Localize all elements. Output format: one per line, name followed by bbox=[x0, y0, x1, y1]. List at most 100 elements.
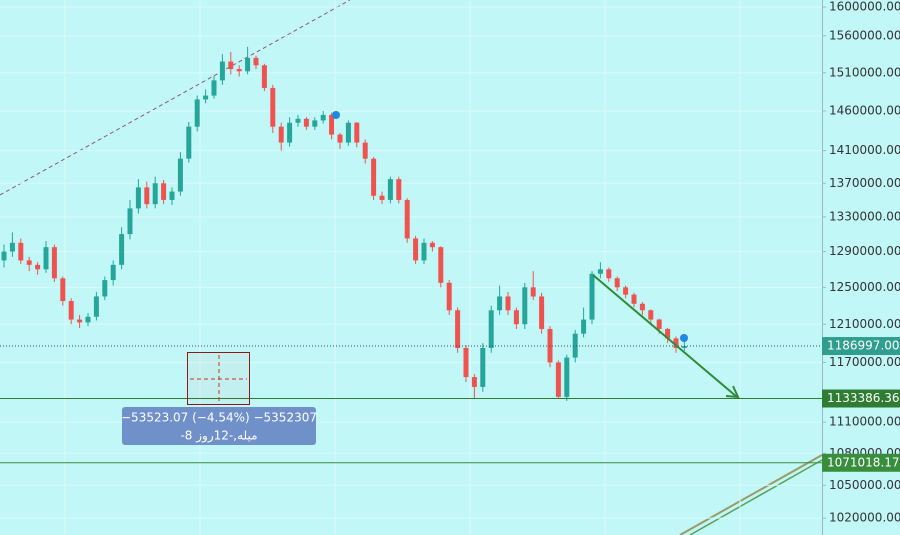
y-tick-label: 1110000.00 bbox=[829, 415, 900, 429]
candle-body bbox=[429, 242, 435, 248]
candle-body bbox=[77, 319, 83, 323]
price-level-label: 1071018.17 bbox=[827, 455, 900, 469]
candle-body bbox=[144, 187, 150, 205]
candle-body bbox=[606, 269, 612, 279]
candle-body bbox=[480, 347, 486, 387]
candle-body bbox=[18, 242, 24, 261]
price-level-tag bbox=[822, 389, 900, 408]
candle-body bbox=[278, 126, 284, 143]
measure-box bbox=[187, 352, 250, 405]
candle-body bbox=[1, 251, 7, 261]
candle-body bbox=[379, 195, 385, 200]
forecast-arrow bbox=[592, 274, 738, 398]
candle-body bbox=[539, 296, 545, 329]
candle-body bbox=[597, 269, 603, 274]
candle-body bbox=[623, 287, 629, 295]
candle-body bbox=[303, 118, 309, 127]
candle-body bbox=[169, 191, 175, 200]
y-tick-label: 1170000.00 bbox=[829, 355, 900, 369]
candle-body bbox=[513, 310, 519, 325]
candle-body bbox=[161, 183, 167, 200]
candles bbox=[0, 46, 822, 464]
y-tick-label: 1600000.00 bbox=[829, 0, 900, 14]
candle-body bbox=[253, 57, 259, 66]
trend-line bbox=[0, 0, 351, 196]
y-tick-label: 1560000.00 bbox=[829, 28, 900, 42]
candle-body bbox=[295, 118, 301, 123]
y-tick-label: 1330000.00 bbox=[829, 209, 900, 223]
y-tick-label: 1020000.00 bbox=[829, 511, 900, 525]
candle-body bbox=[354, 122, 360, 143]
measure-text: −53523.07 (−4.54%) −5352307 bbox=[121, 411, 317, 425]
candle-body bbox=[135, 187, 141, 209]
candle-body bbox=[497, 296, 503, 311]
candle-body bbox=[329, 114, 335, 135]
y-tick-label: 1290000.00 bbox=[829, 244, 900, 258]
candle-body bbox=[337, 134, 343, 143]
candle-body bbox=[102, 280, 108, 297]
candle-body bbox=[446, 282, 452, 311]
candle-body bbox=[320, 114, 326, 121]
candle-body bbox=[614, 278, 620, 288]
candle-body bbox=[51, 247, 57, 279]
candle-body bbox=[631, 294, 637, 304]
y-tick-label: 1050000.00 bbox=[829, 478, 900, 492]
y-tick-label: 1370000.00 bbox=[829, 176, 900, 190]
candle-body bbox=[572, 333, 578, 358]
candle-body bbox=[387, 179, 393, 200]
candle-body bbox=[463, 347, 469, 378]
candle-body bbox=[505, 296, 511, 311]
candle-body bbox=[488, 310, 494, 348]
candle-body bbox=[589, 273, 595, 320]
candle-body bbox=[245, 57, 251, 72]
candle-body bbox=[522, 287, 528, 325]
candle-body bbox=[421, 242, 427, 261]
arrow-head bbox=[725, 385, 740, 399]
candle-body bbox=[665, 328, 671, 339]
marker bbox=[680, 334, 688, 342]
candle-body bbox=[404, 199, 410, 239]
candle-body bbox=[26, 260, 32, 265]
y-tick-label: 1510000.00 bbox=[829, 65, 900, 79]
candle-body bbox=[194, 99, 200, 127]
y-tick-label: 1410000.00 bbox=[829, 143, 900, 157]
candle-body bbox=[530, 287, 536, 297]
candle-body bbox=[564, 357, 570, 397]
candle-body bbox=[177, 158, 183, 192]
candle-body bbox=[455, 310, 461, 348]
candle-body bbox=[371, 158, 377, 196]
price-level-tag bbox=[822, 337, 900, 356]
candle-body bbox=[203, 95, 209, 100]
candle-body bbox=[35, 264, 41, 270]
y-tick-label: 1460000.00 bbox=[829, 104, 900, 118]
measure-label-box bbox=[122, 407, 316, 445]
price-level-tag bbox=[822, 453, 900, 472]
y-tick-label: 1210000.00 bbox=[829, 317, 900, 331]
candle-body bbox=[362, 142, 368, 159]
candle-body bbox=[93, 296, 99, 317]
price-level-label: 1133386.36 bbox=[827, 391, 900, 405]
candle-body bbox=[287, 122, 293, 143]
trend-line bbox=[689, 459, 823, 535]
price-level-label: 1186997.00 bbox=[827, 339, 900, 353]
candle-body bbox=[211, 80, 217, 96]
candle-body bbox=[639, 303, 645, 311]
candle-body bbox=[127, 208, 133, 235]
measure-text: میله,-12روز 8- bbox=[180, 429, 257, 444]
candle-body bbox=[60, 278, 66, 302]
candle-body bbox=[438, 247, 444, 283]
candle-body bbox=[581, 319, 587, 334]
candle-body bbox=[681, 346, 687, 348]
candle-body bbox=[68, 301, 74, 320]
candle-body bbox=[471, 377, 477, 387]
candle-body bbox=[219, 61, 225, 81]
grid bbox=[0, 0, 822, 535]
candle-body bbox=[43, 247, 49, 270]
candle-body bbox=[413, 238, 419, 261]
candle-body bbox=[261, 65, 267, 88]
candle-body bbox=[228, 61, 234, 70]
candle-body bbox=[236, 69, 242, 72]
candle-body bbox=[345, 122, 351, 143]
candle-body bbox=[119, 234, 125, 265]
